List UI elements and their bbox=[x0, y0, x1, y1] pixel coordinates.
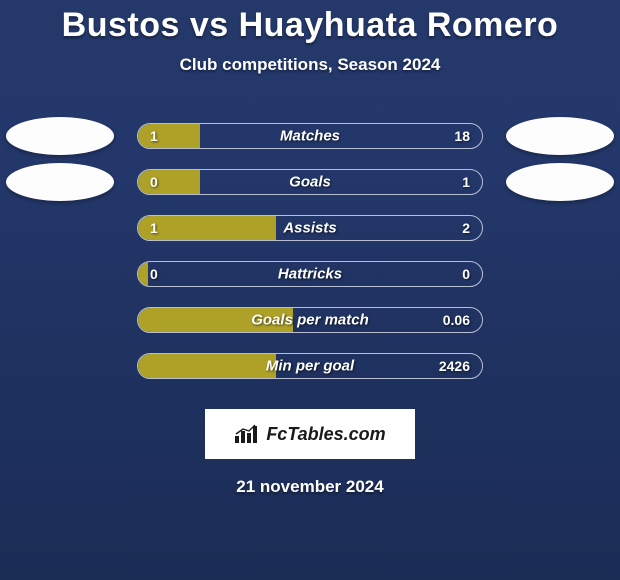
stat-value-left: 1 bbox=[150, 220, 158, 236]
stat-row: 1 2 Assists bbox=[0, 205, 620, 251]
bar-chart-icon bbox=[234, 424, 260, 444]
stat-value-right: 2 bbox=[462, 220, 470, 236]
stat-bar-right bbox=[200, 170, 482, 194]
content-wrapper: Bustos vs Huayhuata Romero Club competit… bbox=[0, 0, 620, 580]
stat-label: Matches bbox=[280, 128, 340, 145]
page-title: Bustos vs Huayhuata Romero bbox=[62, 6, 559, 45]
fctables-logo[interactable]: FcTables.com bbox=[205, 409, 415, 459]
stat-row: 0 0 Hattricks bbox=[0, 251, 620, 297]
stat-label: Goals per match bbox=[251, 312, 369, 329]
stat-bar-left bbox=[138, 124, 200, 148]
stat-bar-left bbox=[138, 216, 276, 240]
stat-value-right: 0.06 bbox=[443, 312, 470, 328]
stat-bar-track: 0.06 Goals per match bbox=[137, 307, 483, 333]
stat-value-left: 1 bbox=[150, 128, 158, 144]
player-avatar-left bbox=[6, 117, 114, 155]
stat-label: Goals bbox=[289, 174, 331, 191]
player-avatar-right bbox=[506, 117, 614, 155]
stat-row: 0.06 Goals per match bbox=[0, 297, 620, 343]
stat-bar-track: 2426 Min per goal bbox=[137, 353, 483, 379]
stat-value-right: 2426 bbox=[439, 358, 470, 374]
stat-bar-left bbox=[138, 354, 276, 378]
stat-label: Min per goal bbox=[266, 358, 354, 375]
stat-bar-left bbox=[138, 170, 200, 194]
stat-bar-track: 1 2 Assists bbox=[137, 215, 483, 241]
stat-label: Hattricks bbox=[278, 266, 342, 283]
stat-value-left: 0 bbox=[150, 174, 158, 190]
stat-value-right: 18 bbox=[454, 128, 470, 144]
stat-bar-track: 1 18 Matches bbox=[137, 123, 483, 149]
stat-value-left: 0 bbox=[150, 266, 158, 282]
page-subtitle: Club competitions, Season 2024 bbox=[180, 55, 441, 75]
snapshot-date: 21 november 2024 bbox=[236, 477, 383, 497]
player-avatar-left bbox=[6, 163, 114, 201]
stat-value-right: 1 bbox=[462, 174, 470, 190]
stat-row: 1 18 Matches bbox=[0, 113, 620, 159]
stat-value-right: 0 bbox=[462, 266, 470, 282]
stat-row: 2426 Min per goal bbox=[0, 343, 620, 389]
stat-bar-track: 0 1 Goals bbox=[137, 169, 483, 195]
stat-label: Assists bbox=[283, 220, 336, 237]
stat-bar-track: 0 0 Hattricks bbox=[137, 261, 483, 287]
stat-bar-left bbox=[138, 262, 148, 286]
comparison-chart: 1 18 Matches 0 1 Goals 1 2 Assists 0 0 Hattricks 0.0… bbox=[0, 113, 620, 389]
player-avatar-right bbox=[506, 163, 614, 201]
logo-text: FcTables.com bbox=[266, 424, 385, 445]
stat-row: 0 1 Goals bbox=[0, 159, 620, 205]
stat-bar-right bbox=[200, 124, 482, 148]
